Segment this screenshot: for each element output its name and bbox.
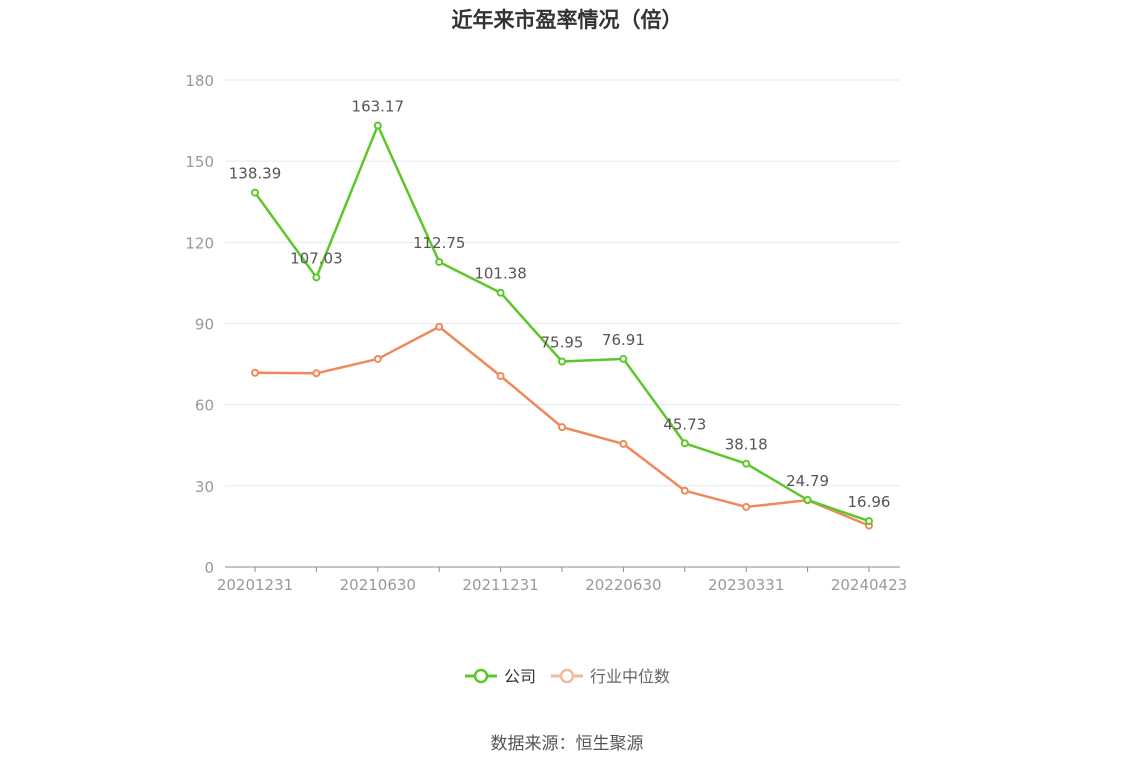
legend-label: 公司 [504, 667, 536, 686]
data-point[interactable] [435, 322, 444, 331]
data-point[interactable] [742, 502, 751, 511]
y-tick-label: 0 [204, 559, 214, 577]
data-point[interactable] [373, 121, 382, 130]
data-point[interactable] [496, 371, 505, 380]
legend-swatch-marker [473, 668, 489, 684]
data-label: 107.03 [290, 249, 343, 267]
data-point[interactable] [373, 354, 382, 363]
x-tick-label: 20211231 [462, 576, 538, 594]
data-point[interactable] [251, 188, 259, 197]
source-note: 数据来源：恒生聚源 [490, 734, 644, 754]
data-point[interactable] [619, 354, 628, 363]
data-label: 76.91 [602, 331, 645, 349]
data-point[interactable] [558, 423, 566, 432]
legend-item-1[interactable]: 行业中位数 [551, 667, 670, 686]
legend-label: 行业中位数 [590, 667, 670, 686]
data-label: 75.95 [541, 334, 584, 352]
data-point[interactable] [312, 369, 321, 378]
data-label: 24.79 [786, 472, 829, 490]
data-label: 16.96 [848, 493, 891, 511]
data-point[interactable] [865, 517, 873, 526]
data-point[interactable] [680, 439, 689, 448]
x-tick-label: 20210630 [340, 576, 416, 594]
data-point[interactable] [619, 439, 628, 448]
x-tick-label: 20220630 [585, 576, 661, 594]
grid-lines [225, 79, 900, 487]
data-label: 38.18 [725, 436, 768, 454]
data-label: 45.73 [663, 415, 706, 433]
y-tick-label: 150 [185, 153, 214, 171]
data-label: 112.75 [413, 234, 466, 252]
data-point[interactable] [496, 288, 505, 297]
y-tick-label: 30 [195, 478, 214, 496]
legend-item-0[interactable]: 公司 [465, 667, 536, 686]
data-point[interactable] [803, 495, 812, 504]
axes: 0 30 60 90 120 150 180 20201231 20210630 20211231… [185, 72, 907, 594]
legend-swatch-marker [559, 668, 575, 684]
y-tick-label: 90 [195, 316, 214, 334]
data-point[interactable] [312, 273, 321, 282]
data-label: 101.38 [474, 265, 527, 283]
data-point[interactable] [435, 257, 444, 266]
chart-title: 近年来市盈率情况（倍） [451, 8, 683, 32]
x-tick-label: 20240423 [831, 576, 907, 594]
x-tick-label: 20201231 [217, 576, 293, 594]
legend: 公司 行业中位数 [465, 667, 670, 686]
y-tick-label: 120 [185, 234, 214, 252]
data-label: 138.39 [229, 165, 282, 183]
data-label: 163.17 [352, 98, 405, 116]
y-tick-label: 180 [185, 72, 214, 90]
y-tick-label: 60 [195, 397, 214, 415]
series-layer [251, 121, 873, 530]
data-point[interactable] [742, 459, 751, 468]
data-point[interactable] [680, 486, 689, 495]
data-labels: 138.39 107.03 163.17 112.75 101.38 75.95 76.91… [229, 98, 891, 512]
data-point[interactable] [251, 368, 259, 377]
x-tick-label: 20230331 [708, 576, 784, 594]
data-point[interactable] [558, 357, 566, 366]
